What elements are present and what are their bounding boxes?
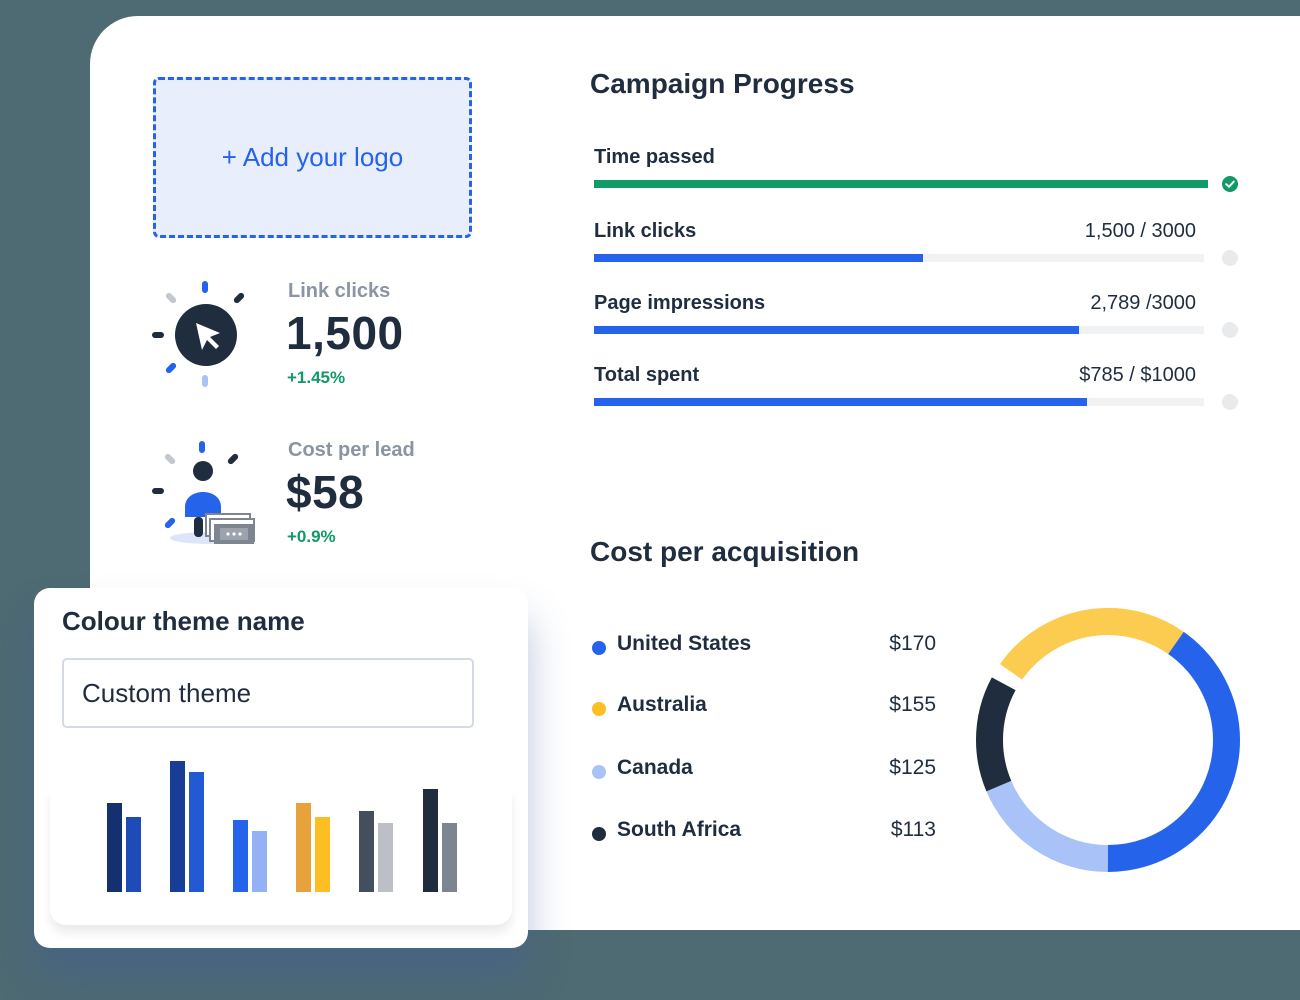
progress-track (594, 180, 1208, 188)
theme-name-input[interactable] (62, 658, 474, 728)
cpa-donut-chart (976, 608, 1240, 872)
legend-dot (592, 765, 606, 779)
progress-track (594, 326, 1204, 334)
progress-value: $785 / $1000 (1079, 364, 1196, 386)
progress-value: 1,500 / 3000 (1084, 220, 1196, 242)
kpi-value: $58 (286, 466, 365, 518)
status-pending-icon (1222, 322, 1238, 338)
progress-fill (594, 326, 1079, 334)
progress-value: 2,789 /3000 (1090, 292, 1196, 314)
legend-amount: $113 (890, 818, 936, 841)
bar (170, 761, 185, 892)
legend-item-united-states: United States $170 (590, 632, 940, 662)
progress-label: Link clicks (594, 220, 697, 242)
add-logo-button[interactable]: + Add your logo (153, 77, 472, 238)
cursor-click-icon (152, 281, 245, 387)
kpi-link-clicks: Link clicks 1,500 +1.45% (150, 280, 470, 400)
kpi-cost-per-lead: Cost per lead $58 +0.9% (150, 439, 470, 559)
add-logo-label: + Add your logo (221, 142, 404, 172)
progress-label: Page impressions (594, 292, 766, 314)
person-money-icon (152, 441, 255, 544)
legend-name: United States (617, 632, 752, 655)
progress-label: Total spent (594, 364, 700, 386)
progress-fill (594, 254, 924, 262)
legend-dot (592, 641, 606, 655)
legend-name: Canada (617, 756, 693, 779)
legend-dot (592, 702, 606, 716)
progress-page-impressions: Page impressions 2,789 /3000 (594, 292, 1244, 352)
progress-track (594, 254, 1204, 262)
legend-amount: $170 (889, 632, 936, 655)
progress-fill (594, 398, 1087, 406)
progress-fill (594, 180, 1208, 188)
bar (252, 831, 267, 892)
check-complete-icon (1222, 176, 1238, 192)
kpi-label: Link clicks (288, 280, 391, 302)
progress-label: Time passed (594, 146, 715, 168)
bar (315, 817, 330, 892)
legend-amount: $125 (889, 756, 936, 779)
campaign-progress-title: Campaign Progress (590, 68, 855, 99)
bar (107, 803, 122, 892)
bar (442, 823, 457, 892)
theme-preview-bar-chart (50, 740, 470, 892)
status-pending-icon (1222, 394, 1238, 410)
legend-item-south-africa: South Africa $113 (590, 818, 940, 848)
bar (126, 817, 141, 892)
bar (189, 772, 204, 892)
legend-item-canada: Canada $125 (590, 756, 940, 786)
legend-dot (592, 827, 606, 841)
legend-amount: $155 (889, 693, 936, 716)
progress-time-passed: Time passed (594, 146, 1244, 206)
kpi-delta: +0.9% (287, 527, 336, 546)
cpa-title: Cost per acquisition (590, 536, 860, 567)
legend-name: Australia (617, 693, 707, 716)
bar (233, 820, 248, 892)
bar (359, 811, 374, 892)
bar (378, 823, 393, 892)
bar (423, 789, 438, 892)
kpi-delta: +1.45% (287, 368, 346, 387)
progress-total-spent: Total spent $785 / $1000 (594, 364, 1244, 424)
legend-item-australia: Australia $155 (590, 693, 940, 723)
progress-link-clicks: Link clicks 1,500 / 3000 (594, 220, 1244, 280)
status-pending-icon (1222, 250, 1238, 266)
bar (296, 803, 311, 892)
progress-track (594, 398, 1204, 406)
kpi-label: Cost per lead (288, 439, 415, 461)
legend-name: South Africa (617, 818, 742, 841)
theme-name-label: Colour theme name (62, 606, 305, 636)
kpi-value: 1,500 (286, 307, 404, 359)
